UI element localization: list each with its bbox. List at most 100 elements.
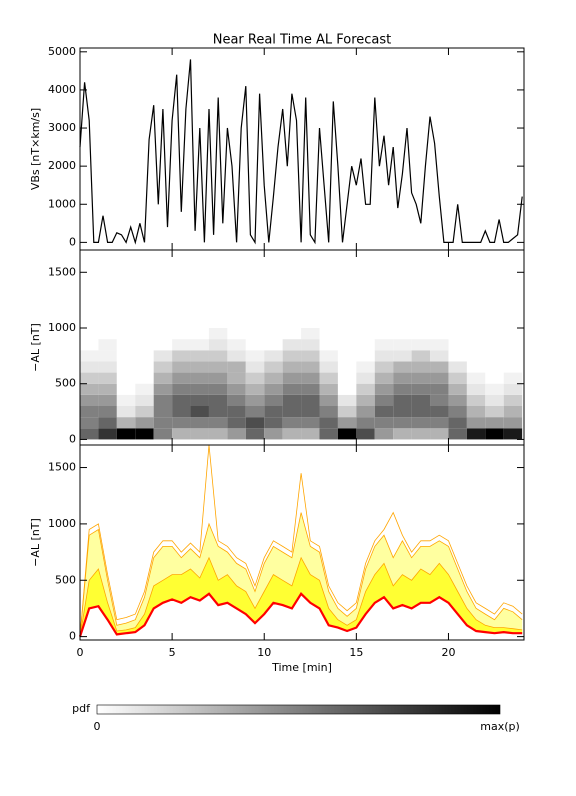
heat-cell xyxy=(153,428,173,440)
heat-cell xyxy=(411,406,431,418)
heat-cell xyxy=(411,383,431,395)
heat-cell xyxy=(80,417,99,429)
heat-cell xyxy=(116,372,136,384)
heat-cell xyxy=(245,361,265,373)
chart-title: Near Real Time AL Forecast xyxy=(213,33,392,48)
heat-cell xyxy=(503,305,523,317)
heat-cell xyxy=(374,339,394,351)
y-tick-label: 3000 xyxy=(48,121,76,134)
heat-cell xyxy=(116,406,136,418)
heat-cell xyxy=(466,417,486,429)
x-tick-label: 0 xyxy=(77,646,84,659)
heat-cell xyxy=(393,394,412,406)
heat-cell xyxy=(98,328,117,340)
heat-cell xyxy=(503,350,523,362)
heat-cell xyxy=(172,428,191,440)
heat-cell xyxy=(337,339,357,351)
heat-cell xyxy=(264,383,283,395)
heat-cell xyxy=(430,372,449,384)
heat-cell xyxy=(393,350,412,362)
heat-cell xyxy=(503,372,523,384)
heat-cell xyxy=(466,428,486,440)
heat-cell xyxy=(153,316,173,328)
heat-cell xyxy=(80,406,99,418)
heat-cell xyxy=(153,372,173,384)
heat-cell xyxy=(190,428,209,440)
heat-cell xyxy=(430,361,449,373)
heat-cell xyxy=(466,406,486,418)
heat-cell xyxy=(80,372,99,384)
heat-cell xyxy=(374,383,394,395)
heat-cell xyxy=(153,350,173,362)
heat-cell xyxy=(319,428,338,440)
inner-edge-line xyxy=(79,556,523,637)
inner-band xyxy=(80,557,523,637)
heat-cell xyxy=(282,350,302,362)
heat-cell xyxy=(319,328,338,340)
heat-cell xyxy=(393,383,412,395)
heat-cell xyxy=(485,339,504,351)
median-line xyxy=(78,592,523,637)
heat-cell xyxy=(393,406,412,418)
heat-cell xyxy=(264,394,283,406)
heat-cell xyxy=(356,305,375,317)
heat-cell xyxy=(190,316,209,328)
heat-cell xyxy=(245,328,265,340)
heat-cell xyxy=(264,339,283,351)
heat-cell xyxy=(485,361,504,373)
heat-cell xyxy=(135,350,154,362)
heat-cell xyxy=(264,305,283,317)
heat-cell xyxy=(172,394,191,406)
heat-cell xyxy=(190,350,209,362)
heat-cell xyxy=(393,372,412,384)
heat-cell xyxy=(503,383,523,395)
heat-cell xyxy=(227,372,246,384)
heat-cell xyxy=(172,417,191,429)
heat-cell xyxy=(411,394,431,406)
heat-cell xyxy=(448,394,467,406)
heat-cell xyxy=(282,361,302,373)
heat-cell xyxy=(485,428,504,440)
heat-cell xyxy=(172,406,191,418)
x-tick-label: 20 xyxy=(441,646,455,659)
heat-cell xyxy=(227,361,246,373)
heat-cell xyxy=(282,406,302,418)
heat-cell xyxy=(80,383,99,395)
colorbar-max: max(p) xyxy=(480,720,520,733)
heat-cell xyxy=(282,417,302,429)
heat-cell xyxy=(356,361,375,373)
heat-cell xyxy=(80,361,99,373)
heat-cell xyxy=(448,372,467,384)
heat-cell xyxy=(485,328,504,340)
heat-cell xyxy=(227,428,246,440)
heat-cell xyxy=(411,305,431,317)
heat-cell xyxy=(503,316,523,328)
heat-cell xyxy=(227,328,246,340)
heat-cell xyxy=(356,417,375,429)
colorbar-label: pdf xyxy=(72,702,91,715)
heat-cell xyxy=(208,339,228,351)
heat-cell xyxy=(319,406,338,418)
heat-cell xyxy=(135,428,154,440)
heat-cell xyxy=(337,394,357,406)
heat-cell xyxy=(337,383,357,395)
heat-cell xyxy=(411,350,431,362)
heat-cell xyxy=(98,361,117,373)
heat-cell xyxy=(430,350,449,362)
heat-cell xyxy=(264,361,283,373)
colorbar xyxy=(96,704,501,715)
heat-cell xyxy=(393,361,412,373)
heat-cell xyxy=(337,372,357,384)
heat-cell xyxy=(301,328,320,340)
heat-cell xyxy=(135,417,154,429)
heat-cell xyxy=(208,372,228,384)
heat-cell xyxy=(374,372,394,384)
heat-cell xyxy=(153,361,173,373)
heat-cell xyxy=(356,372,375,384)
heat-cell xyxy=(319,361,338,373)
heat-cell xyxy=(466,305,486,317)
heat-cell xyxy=(356,406,375,418)
heat-cell xyxy=(264,428,283,440)
